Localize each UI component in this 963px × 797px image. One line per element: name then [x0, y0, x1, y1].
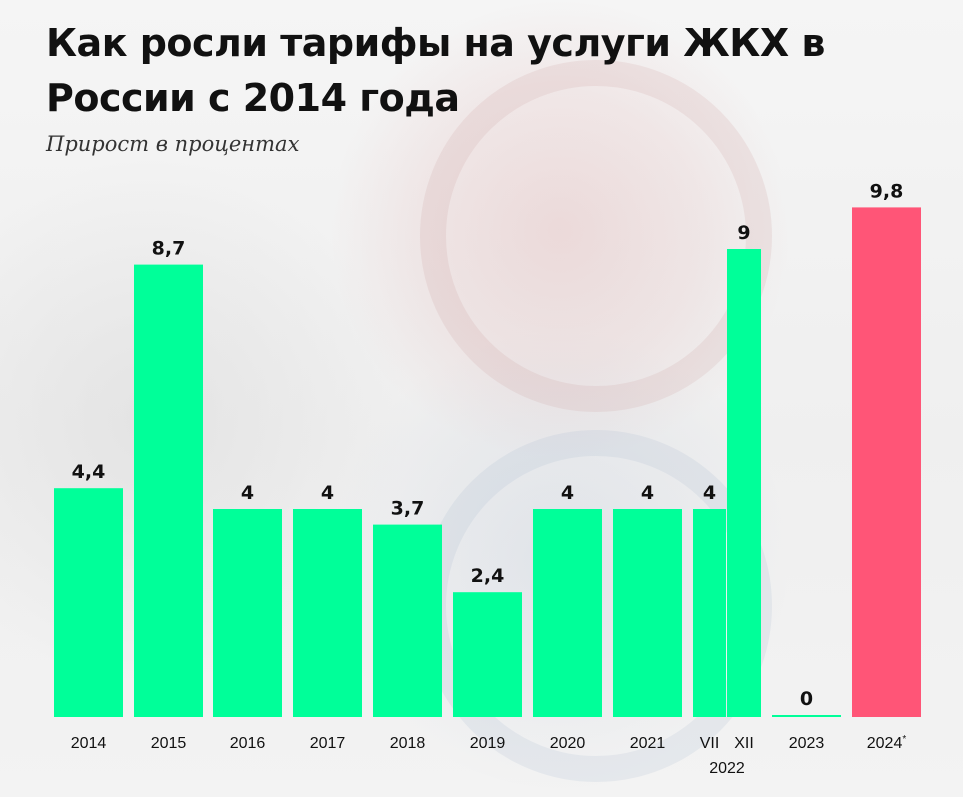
x-tick-label: 2020 [550, 735, 586, 752]
value-label: 9 [737, 222, 750, 244]
bar-2019 [453, 592, 522, 717]
bar-2020 [533, 509, 602, 717]
x-tick-label: 2021 [630, 735, 666, 752]
value-label: 2,4 [471, 565, 505, 587]
bar-2018 [373, 524, 442, 717]
bar-2024 [852, 207, 921, 717]
value-label: 9,8 [870, 180, 904, 202]
value-label: 4 [641, 482, 654, 504]
x-tick-label: 2018 [390, 735, 426, 752]
bar-2016 [213, 509, 282, 717]
chart-subtitle: Прирост в процентах [46, 132, 300, 156]
value-label: 4,4 [72, 461, 106, 483]
bar-2014 [54, 488, 123, 717]
x-tick-label: 2023 [789, 735, 825, 752]
value-label: 3,7 [391, 498, 425, 520]
bar-2022-XII [727, 249, 761, 717]
x-group-label: 2022 [709, 760, 745, 777]
bar-2022-VII [693, 509, 726, 717]
value-label: 4 [321, 482, 334, 504]
bars: 4,4 2014 8,7 2015 4 2016 4 2017 3,7 2018 2,4 2019 4 2… [54, 180, 921, 752]
x-tick-label: VII [700, 735, 720, 752]
value-label: 8,7 [152, 238, 186, 260]
bar-2023 [772, 715, 841, 717]
bar-2021 [613, 509, 682, 717]
chart-title: Как росли тарифы на услуги ЖКХ в России … [46, 21, 825, 120]
x-tick-label: 2014 [71, 735, 107, 752]
bar-2017 [293, 509, 362, 717]
x-tick-label: 2016 [230, 735, 266, 752]
value-label: 4 [561, 482, 574, 504]
x-tick-label: 2024* [867, 734, 907, 752]
x-tick-label: XII [734, 735, 754, 752]
x-tick-label: 2015 [151, 735, 187, 752]
x-tick-label: 2019 [470, 735, 506, 752]
value-label: 4 [703, 482, 716, 504]
bar-2015 [134, 264, 203, 717]
x-tick-label: 2017 [310, 735, 346, 752]
value-label: 0 [800, 688, 813, 710]
value-label: 4 [241, 482, 254, 504]
